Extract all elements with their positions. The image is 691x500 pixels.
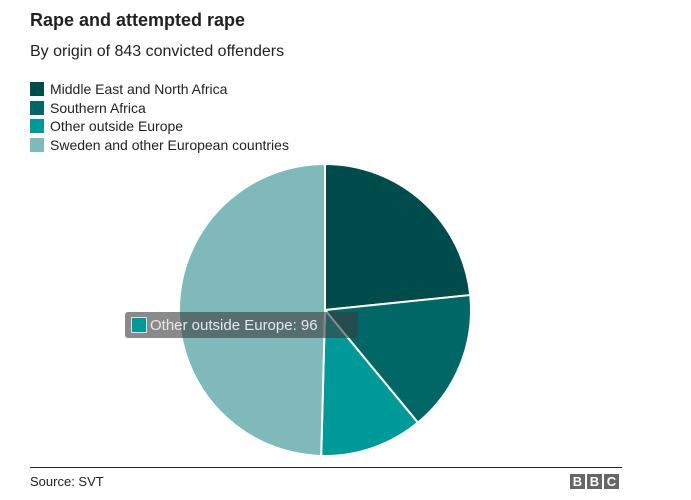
bbc-logo-letter: C: [604, 474, 619, 489]
legend-label: Other outside Europe: [50, 118, 184, 134]
legend-item[interactable]: Southern Africa: [30, 99, 289, 118]
legend-item[interactable]: Other outside Europe: [30, 117, 289, 136]
pie-slice[interactable]: [178, 162, 326, 457]
bbc-logo-letter: B: [587, 474, 602, 489]
source-text: Source: SVT: [30, 474, 104, 489]
legend: Middle East and North Africa Southern Afr…: [30, 80, 289, 154]
legend-label: Sweden and other European countries: [50, 136, 289, 153]
footer-divider: [30, 467, 622, 468]
tooltip-text: Other outside Europe: 96: [150, 316, 318, 334]
tooltip: Other outside Europe: 96: [125, 312, 358, 338]
legend-swatch: [30, 119, 44, 134]
legend-item[interactable]: Sweden and other European countries: [30, 136, 289, 155]
legend-swatch: [30, 82, 44, 97]
legend-label: Middle East and North Africa: [50, 81, 228, 97]
chart-title: Rape and attempted rape: [30, 10, 246, 30]
legend-label: Southern Africa: [50, 99, 146, 116]
tooltip-swatch: [131, 317, 147, 333]
bbc-logo: B B C: [570, 474, 619, 489]
pie-slice[interactable]: [323, 293, 472, 425]
legend-swatch: [30, 137, 44, 152]
pie-slice[interactable]: [324, 162, 472, 312]
legend-item[interactable]: Middle East and North Africa: [30, 80, 289, 99]
legend-swatch: [30, 100, 44, 115]
bbc-logo-letter: B: [570, 474, 585, 489]
chart-subtitle: By origin of 843 convicted offenders: [30, 43, 285, 60]
pie-slice[interactable]: [320, 307, 420, 457]
